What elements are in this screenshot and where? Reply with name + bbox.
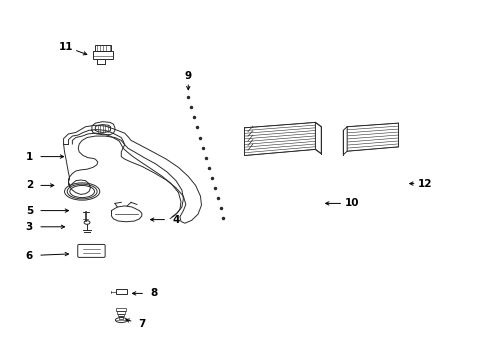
- Text: 2: 2: [26, 180, 33, 190]
- Text: 11: 11: [59, 42, 73, 52]
- Text: 1: 1: [26, 152, 33, 162]
- Text: 3: 3: [26, 222, 33, 232]
- Bar: [93, 51, 113, 59]
- Bar: [117, 311, 125, 314]
- Text: 4: 4: [172, 215, 180, 225]
- Bar: [95, 45, 111, 51]
- Bar: [116, 308, 126, 311]
- Bar: [116, 289, 127, 294]
- Text: 6: 6: [26, 251, 33, 261]
- Text: 12: 12: [417, 179, 432, 189]
- Text: 7: 7: [138, 319, 145, 329]
- Text: 8: 8: [150, 288, 157, 298]
- Text: 5: 5: [26, 206, 33, 216]
- Bar: [118, 314, 124, 316]
- Bar: [119, 316, 123, 319]
- Text: 10: 10: [344, 198, 359, 208]
- Text: 9: 9: [184, 71, 191, 81]
